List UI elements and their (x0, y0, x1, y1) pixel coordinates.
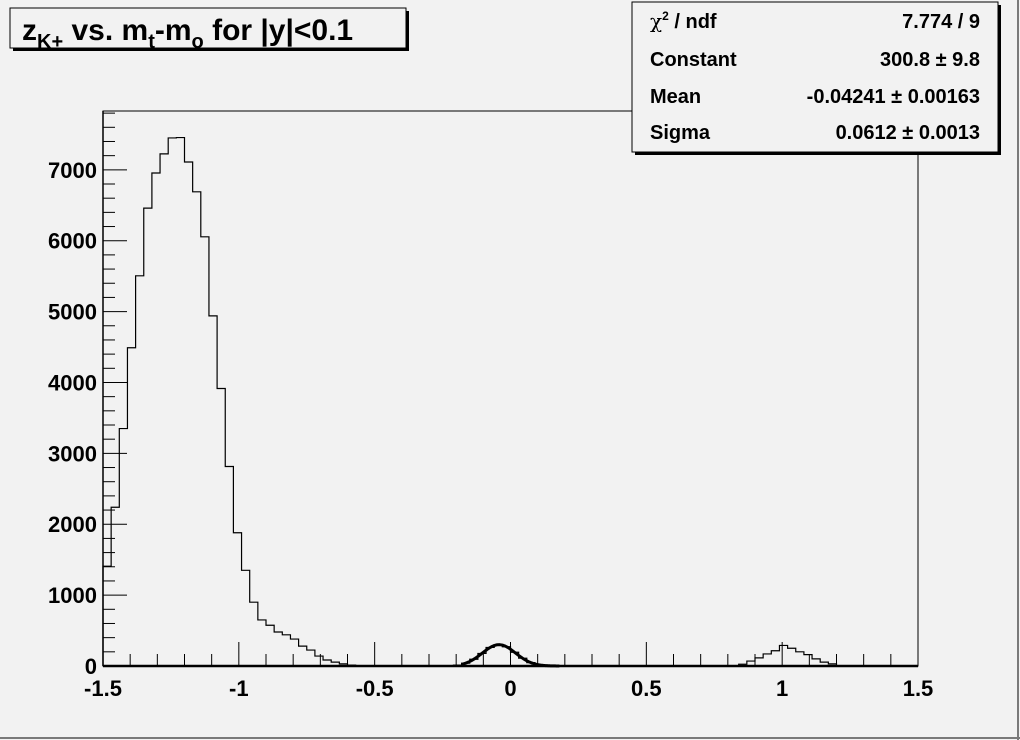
y-tick-label: 7000 (48, 158, 97, 183)
x-tick-label: -1 (229, 676, 249, 701)
y-tick-label: 5000 (48, 300, 97, 325)
axis-tick-labels: -1.5 -1 -0.5 0 0.5 1 1.5 0 1000 2000 3000 4000 5000 6… (48, 158, 933, 701)
stats-value-constant: 300.8 ± 9.8 (880, 49, 980, 71)
title-sub-t: t (148, 31, 155, 53)
y-tick-label: 1000 (48, 583, 97, 608)
stats-box-frame (631, 1, 999, 153)
y-tick-label: 6000 (48, 229, 97, 254)
y-tick-label: 2000 (48, 512, 97, 537)
title-sub-o: o (192, 31, 204, 53)
y-tick-label: 0 (85, 654, 97, 679)
chi-symbol: χ (650, 9, 662, 33)
title-vs-m: vs. m (63, 14, 148, 47)
stats-value-sigma: 0.0612 ± 0.0013 (836, 122, 980, 144)
x-tick-label: 0 (504, 676, 516, 701)
title-box: zK+ vs. mt-mo for |y|<0.1 (9, 7, 409, 53)
x-tick-label: -1.5 (84, 676, 122, 701)
x-tick-label: 0.5 (631, 676, 662, 701)
stats-label-chi2: χ2 / ndf (650, 9, 717, 33)
stats-label-mean: Mean (650, 86, 701, 108)
stats-label-sigma: Sigma (650, 122, 711, 144)
x-tick-label: 1 (776, 676, 788, 701)
stats-value-mean: -0.04241 ± 0.00163 (807, 86, 980, 108)
plot-area: -1.5 -1 -0.5 0 0.5 1 1.5 0 1000 2000 3000 4000 5000 6… (48, 110, 933, 701)
title-sub-k: K+ (37, 31, 63, 53)
stats-label-constant: Constant (650, 49, 737, 71)
chi-rest: / ndf (669, 11, 717, 33)
x-tick-label: -0.5 (356, 676, 394, 701)
y-tick-label: 3000 (48, 441, 97, 466)
title-tail: for |y|<0.1 (204, 14, 353, 47)
stats-value-chi2: 7.774 / 9 (902, 11, 980, 33)
y-tick-label: 4000 (48, 370, 97, 395)
chi-superscript: 2 (662, 9, 669, 23)
x-tick-label: 1.5 (903, 676, 934, 701)
title-minus-m: -m (155, 14, 192, 47)
title-box-frame (9, 7, 407, 49)
chart-title: zK+ vs. mt-mo for |y|<0.1 (22, 14, 353, 53)
title-z: z (22, 14, 37, 47)
stats-box: χ2 / ndf 7.774 / 9 Constant 300.8 ± 9.8 … (631, 1, 1001, 155)
